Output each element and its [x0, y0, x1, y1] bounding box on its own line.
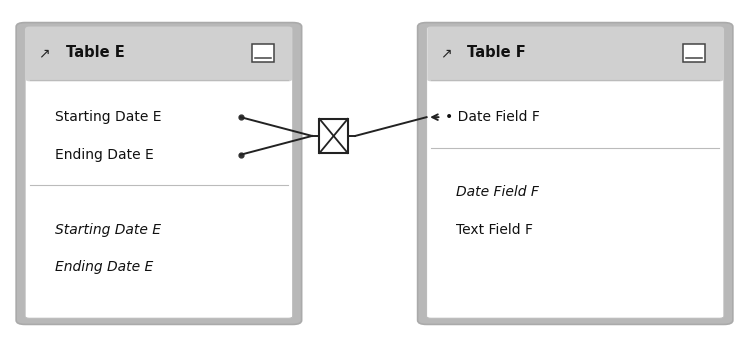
Text: ↗: ↗ — [38, 46, 50, 60]
Text: Table F: Table F — [467, 45, 527, 60]
Text: Table E: Table E — [66, 45, 125, 60]
Text: Starting Date E: Starting Date E — [55, 223, 161, 237]
FancyBboxPatch shape — [426, 27, 724, 318]
Text: Ending Date E: Ending Date E — [55, 260, 153, 274]
Text: ↗: ↗ — [440, 46, 452, 60]
FancyBboxPatch shape — [25, 27, 292, 81]
Text: • Date Field F: • Date Field F — [445, 110, 540, 124]
FancyBboxPatch shape — [16, 23, 302, 324]
Text: Ending Date E: Ending Date E — [55, 148, 154, 162]
Text: Date Field F: Date Field F — [456, 185, 539, 199]
Bar — [683, 44, 706, 62]
Bar — [252, 44, 274, 62]
FancyBboxPatch shape — [25, 27, 293, 318]
FancyBboxPatch shape — [418, 23, 733, 324]
Bar — [320, 119, 348, 153]
FancyBboxPatch shape — [427, 27, 724, 81]
Text: Text Field F: Text Field F — [456, 223, 533, 237]
Text: Starting Date E: Starting Date E — [55, 110, 161, 124]
